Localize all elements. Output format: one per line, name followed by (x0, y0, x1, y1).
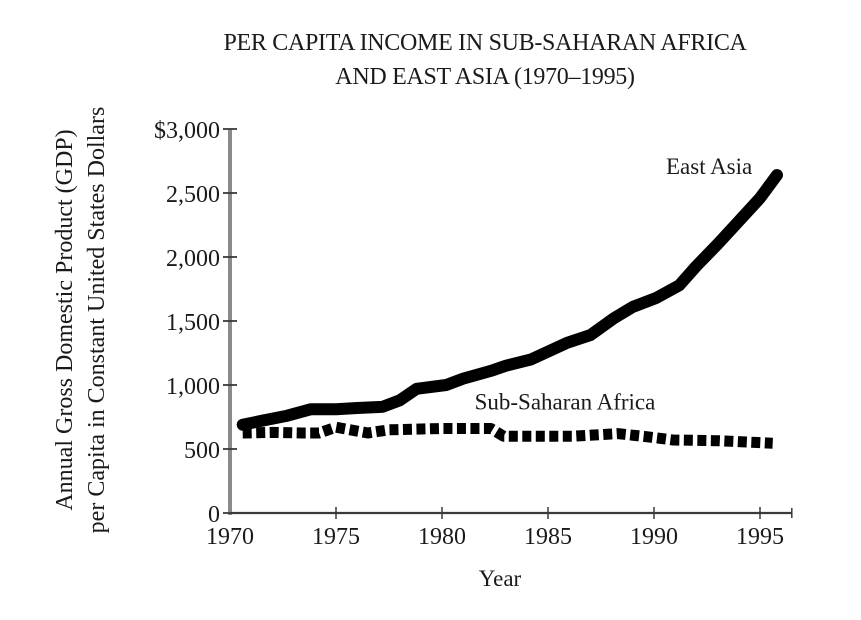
series-lines (236, 169, 783, 449)
series-label-sub-saharan-africa: Sub-Saharan Africa (475, 389, 656, 414)
y-tick-label: 1,500 (166, 310, 220, 336)
x-tick-label: 1975 (312, 524, 360, 550)
x-tick-label: 1980 (418, 524, 466, 550)
x-axis-label: Year (478, 566, 522, 591)
series-labels: East Asia Sub-Saharan Africa (475, 154, 753, 415)
y-tick-label: 2,500 (166, 182, 220, 208)
chart-title-line-1: PER CAPITA INCOME IN SUB-SAHARAN AFRICA (223, 30, 747, 56)
y-tick-label: 1,000 (166, 374, 220, 400)
y-tick-label: 0 (208, 502, 220, 528)
chart-title-line-2: AND EAST ASIA (1970–1995) (335, 64, 635, 90)
y-tick-label: 2,000 (166, 246, 220, 272)
x-tick-label: 1970 (206, 524, 254, 550)
x-tick-label: 1985 (524, 524, 572, 550)
series-line-east-asia (236, 169, 783, 431)
axes: 0 500 1,000 1,500 2,000 2,500 $3,000 1970 1975 19… (154, 118, 793, 550)
x-tick-label: 1990 (630, 524, 678, 550)
y-tick-label: 500 (184, 438, 220, 464)
x-tick-label: 1995 (736, 524, 784, 550)
chart-title: PER CAPITA INCOME IN SUB-SAHARAN AFRICA … (110, 26, 860, 94)
series-label-east-asia: East Asia (666, 154, 752, 179)
y-tick-label: $3,000 (154, 118, 220, 144)
series-line-sub-saharan-africa (242, 421, 773, 449)
